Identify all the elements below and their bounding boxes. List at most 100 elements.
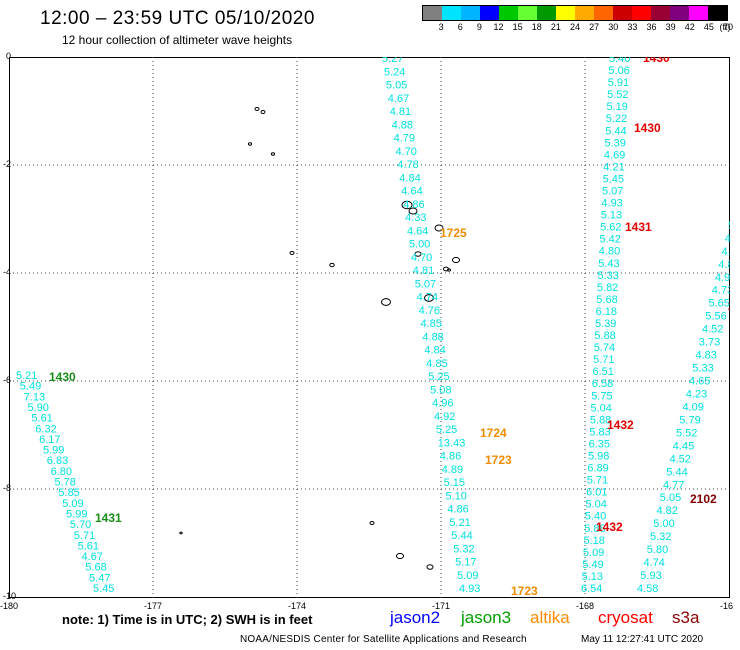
figure-title: 12:00 – 23:59 UTC 05/10/2020	[40, 8, 315, 29]
wave-height-value: 4.96	[432, 398, 453, 410]
island-outline	[289, 251, 295, 255]
island-outline	[424, 294, 434, 302]
altimeter-track-cryosat: 5.594.775.074.465.274.884.544.894.954.73…	[637, 220, 731, 595]
wave-height-value: 4.84	[399, 172, 420, 184]
altimeter-track-jason3: 5.215.497.135.905.616.326.175.996.836.80…	[16, 370, 114, 595]
color-scale-label: 27	[589, 22, 600, 32]
wave-height-value: 5.43	[598, 258, 619, 270]
color-scale-label: 45	[703, 22, 714, 32]
wave-height-value: 5.39	[595, 318, 616, 330]
wave-height-value: 5.25	[428, 371, 449, 383]
x-tick-label: -16	[720, 601, 734, 611]
wave-height-value: 13.43	[438, 437, 466, 449]
satellite-legend-s3a: s3a	[672, 608, 700, 627]
wave-height-value: 5.68	[85, 562, 106, 574]
wave-height-value: 6.01	[586, 487, 607, 499]
wave-height-value: 5.33	[598, 270, 619, 282]
wave-height-value: 5.61	[31, 413, 52, 425]
wave-height-value: 5.32	[453, 543, 474, 555]
color-scale-label: 6	[457, 22, 463, 32]
wave-height-value: 6.58	[592, 378, 613, 390]
wave-height-value: 4.79	[394, 133, 415, 145]
wave-height-value: 5.65	[709, 298, 730, 310]
wave-height-value: 5.25	[436, 424, 457, 436]
wave-height-value: 4.33	[405, 212, 426, 224]
pass-time-label: 1432	[596, 520, 623, 534]
wave-height-value: 6.80	[51, 466, 72, 478]
pass-time-label: 1723	[485, 453, 512, 467]
wave-height-value: 5.24	[384, 66, 405, 78]
wave-height-value: 4.67	[388, 93, 409, 105]
wave-height-value: 5.33	[692, 363, 713, 375]
wave-height-value: 4.93	[601, 198, 622, 210]
map-frame	[9, 57, 730, 598]
color-swatch	[423, 6, 442, 20]
wave-height-value: 4.88	[725, 233, 730, 245]
wave-height-value: 5.93	[640, 570, 661, 582]
color-scale-label: (ft)	[719, 22, 731, 32]
wave-height-value: 5.21	[449, 517, 470, 529]
wave-height-value: 3.73	[699, 337, 720, 349]
wave-height-value: 4.58	[637, 583, 658, 595]
wave-height-value: 4.77	[663, 479, 684, 491]
wave-height-value: 5.78	[55, 477, 76, 489]
wave-height-value: 4.64	[401, 186, 422, 198]
wave-height-value: 6.83	[47, 455, 68, 467]
color-swatch	[651, 6, 670, 20]
map-canvas: 5.275.245.054.674.814.884.794.704.784.84…	[9, 57, 730, 598]
pass-time-label: 2102	[690, 492, 717, 506]
wave-height-value: 4.81	[390, 106, 411, 118]
wave-height-value: 4.21	[603, 161, 624, 173]
wave-height-value: 4.92	[434, 411, 455, 423]
color-scale-label: 3	[438, 22, 444, 32]
wave-height-value: 4.67	[82, 551, 103, 563]
color-swatch	[499, 6, 518, 20]
wave-height-value: 4.86	[403, 199, 424, 211]
wave-height-value: 4.89	[718, 259, 730, 271]
pass-time-label: 1432	[607, 418, 634, 432]
wave-height-value: 5.68	[596, 294, 617, 306]
wave-height-value: 4.80	[599, 246, 620, 258]
wave-height-value: 4.54	[722, 246, 731, 258]
island-outline	[401, 200, 413, 210]
wave-height-value: 4.73	[712, 285, 730, 297]
x-tick-label: -180	[0, 601, 19, 611]
color-swatch	[442, 6, 461, 20]
wave-height-value: 4.86	[447, 504, 468, 516]
wave-height-value: 5.62	[600, 222, 621, 234]
wave-height-value: 5.27	[382, 57, 403, 65]
wave-height-value: 4.84	[424, 345, 445, 357]
pass-time-label: 1431	[95, 511, 122, 525]
color-scale-label: 36	[646, 22, 657, 32]
pass-time-label: 1725	[440, 226, 467, 240]
figure-subtitle: 12 hour collection of altimeter wave hei…	[62, 33, 293, 47]
wave-height-value: 5.27	[728, 220, 730, 232]
wave-height-value: 4.82	[657, 505, 678, 517]
pass-time-label: 1723	[511, 584, 538, 598]
pass-time-label: 1724	[480, 426, 507, 440]
generation-timestamp: May 11 12:27:41 UTC 2020	[581, 634, 704, 645]
color-scale-labels: 3 6 9 12 15 18 21 24 27 30 33 36 39 42 45 70 (ft)	[422, 22, 733, 34]
color-swatch	[461, 6, 480, 20]
color-swatch	[575, 6, 594, 20]
island-outline	[447, 268, 451, 272]
wave-height-value: 4.74	[644, 557, 665, 569]
y-tick-label: -8	[3, 483, 12, 493]
wave-height-value: 5.44	[666, 466, 687, 478]
island-outline	[396, 552, 404, 560]
wave-height-value: 5.09	[583, 547, 604, 559]
pass-time-label: 1430	[49, 370, 76, 384]
island-outline	[254, 107, 260, 111]
color-swatch	[518, 6, 537, 20]
color-scale-label: 39	[665, 22, 676, 32]
island-outline	[260, 110, 266, 114]
color-swatch	[594, 6, 613, 20]
island-outline	[369, 521, 375, 525]
wave-height-value: 4.09	[683, 401, 704, 413]
wave-height-value: 5.88	[594, 330, 615, 342]
wave-height-value: 4.76	[419, 305, 440, 317]
wave-height-value: 5.52	[676, 427, 697, 439]
color-scale-label: 42	[684, 22, 695, 32]
satellite-legend-cryosat: cryosat	[598, 608, 653, 627]
